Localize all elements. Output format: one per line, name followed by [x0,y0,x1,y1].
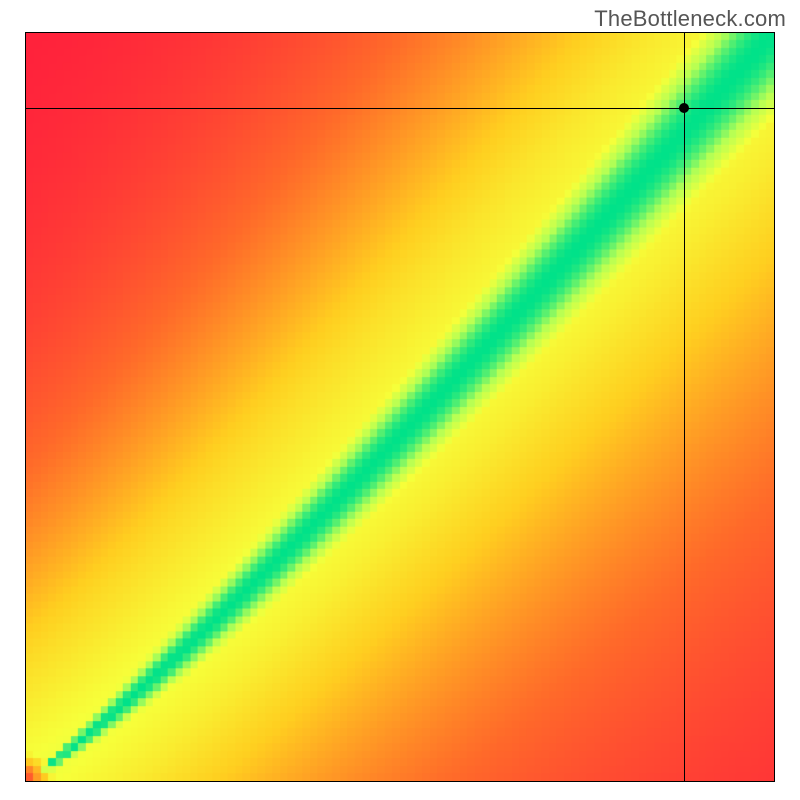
crosshair-vertical [684,33,685,781]
heatmap-plot [25,32,775,782]
chart-container: TheBottleneck.com [0,0,800,800]
watermark-text: TheBottleneck.com [594,6,786,32]
marker-dot [679,103,689,113]
crosshair-horizontal [26,108,774,109]
heatmap-canvas [26,33,774,781]
